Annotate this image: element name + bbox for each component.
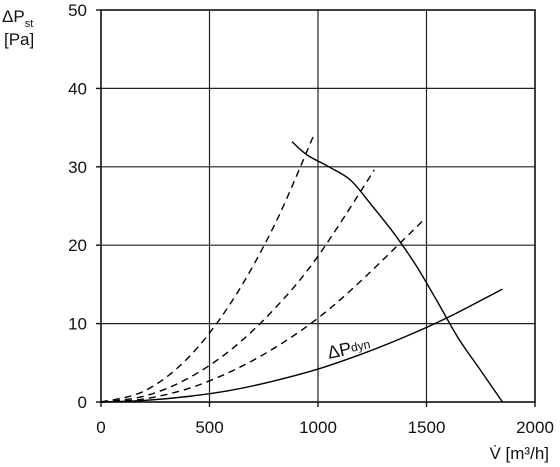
y-tick-label: 50: [68, 1, 87, 20]
y-tick-label: 30: [68, 158, 87, 177]
grid-layer: [100, 9, 536, 403]
solid-curve-1: [100, 288, 503, 403]
x-tick-label: 0: [96, 418, 105, 437]
dashed-curve-2: [100, 135, 315, 403]
dashed-curve-4: [100, 218, 425, 403]
dashed-curve-3: [100, 169, 375, 403]
y-tick-label: 40: [68, 79, 87, 98]
y-tick-label: 10: [68, 315, 87, 334]
x-tick-label: 1000: [299, 418, 337, 437]
y-axis-unit: [Pa]: [4, 30, 34, 49]
curve-layer: [100, 135, 504, 403]
x-tick-label: 2000: [516, 418, 554, 437]
y-tick-label: 0: [78, 393, 87, 412]
x-axis-label: V̇ [m³/h]: [489, 444, 549, 463]
x-tick-label: 500: [195, 418, 223, 437]
delta-p-dyn-label: ΔPdyn: [326, 334, 373, 363]
x-tick-label: 1500: [408, 418, 446, 437]
solid-curve-0: [291, 141, 504, 403]
y-axis-label: ΔPst: [2, 7, 33, 30]
tick-layer: 0 500 1000 1500 2000 0 10 20 30 40 50: [68, 1, 554, 437]
y-tick-label: 20: [68, 236, 87, 255]
